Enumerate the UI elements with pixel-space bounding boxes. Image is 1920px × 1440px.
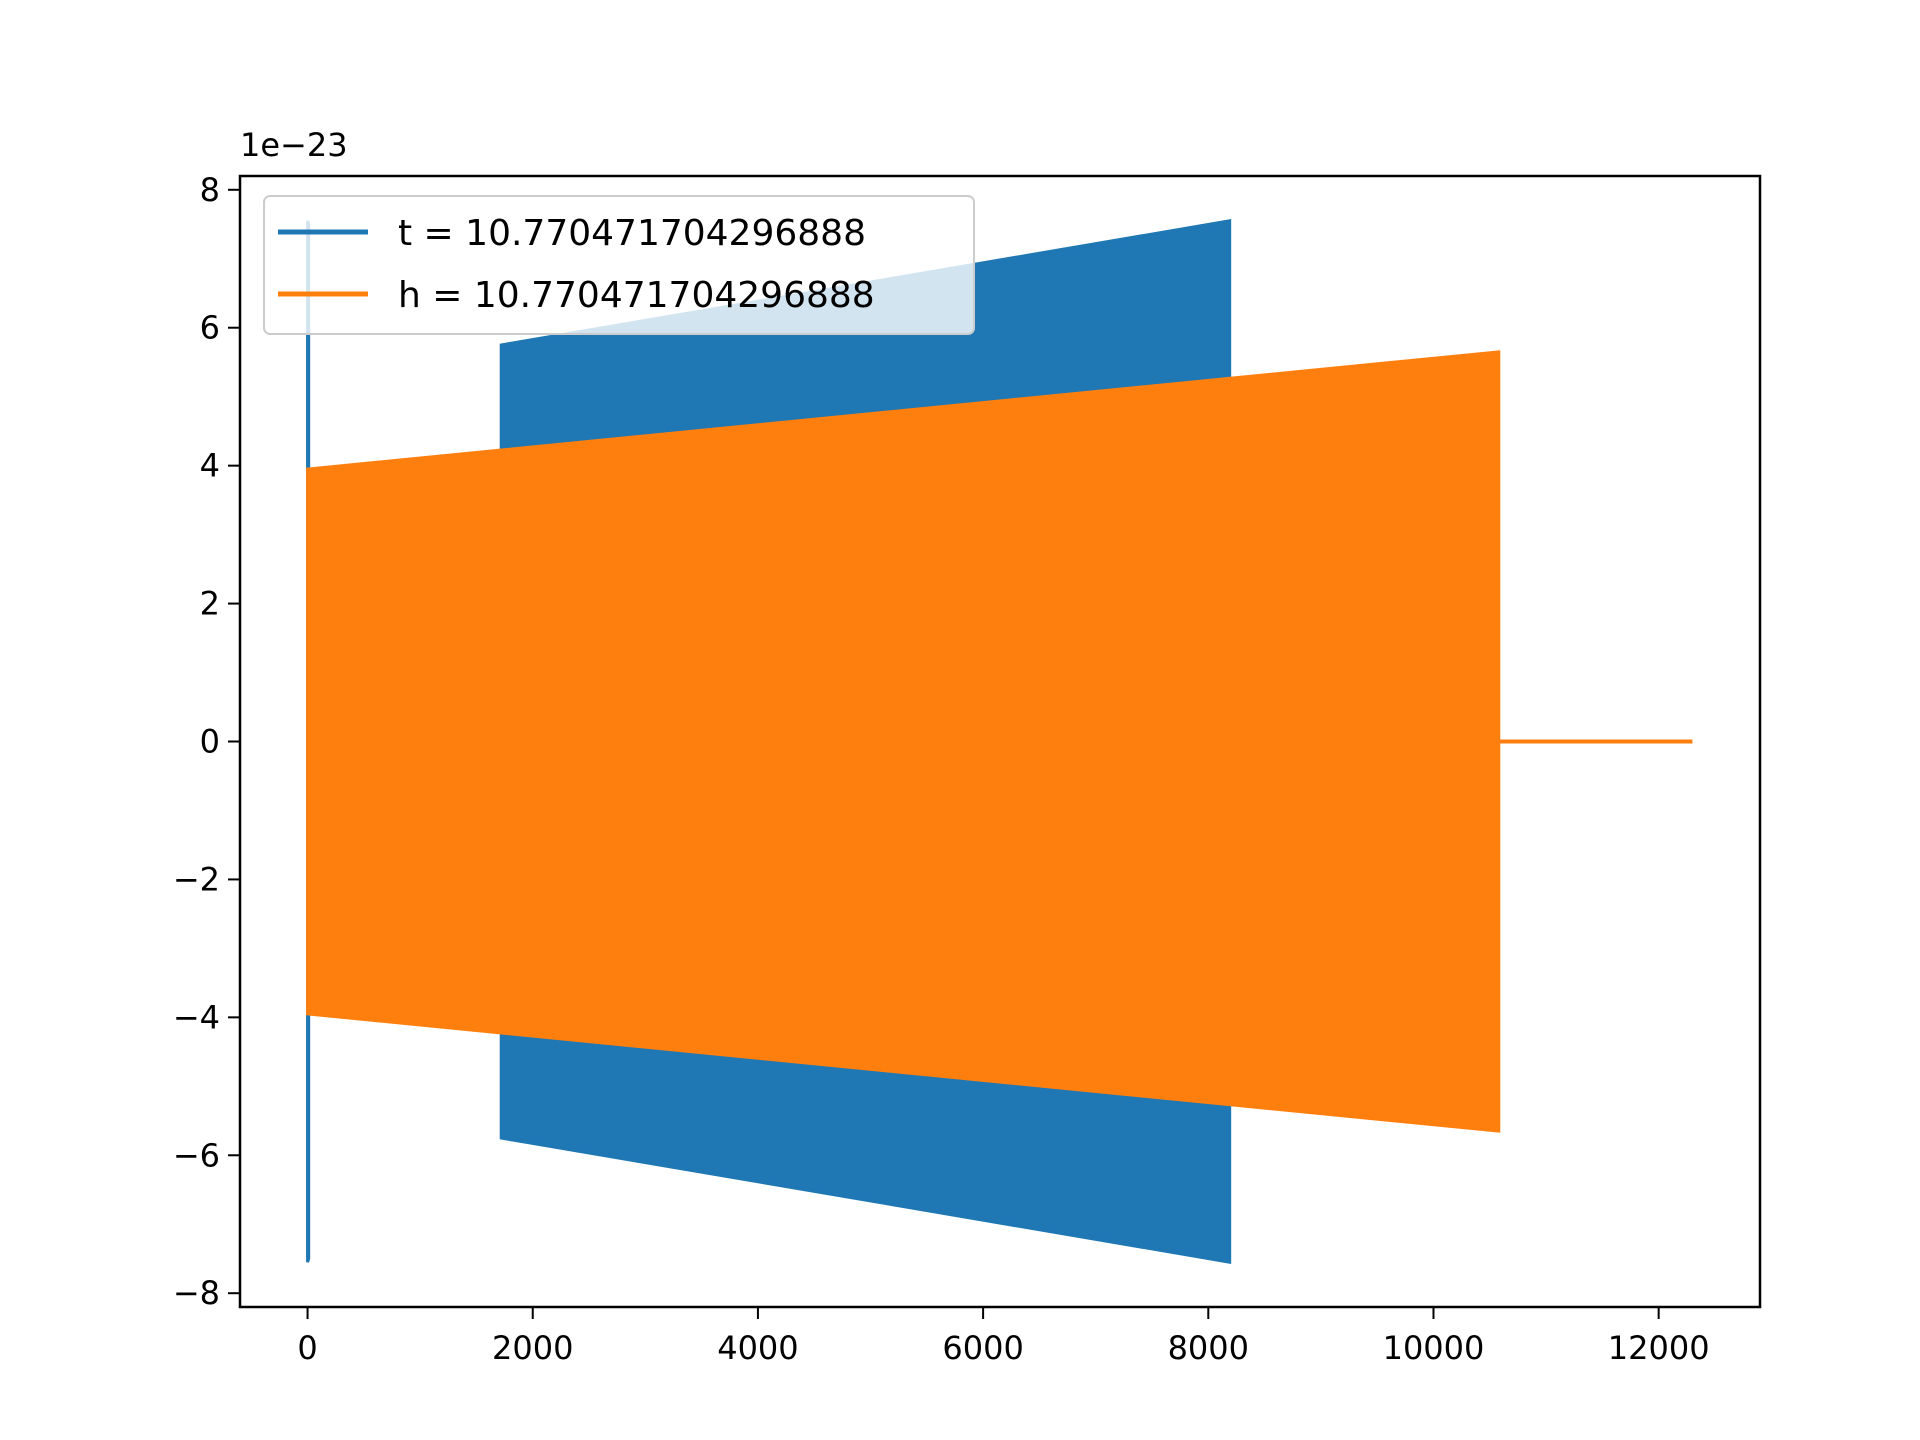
legend-label-2: h = 10.770471704296888 <box>398 275 875 316</box>
y-tick-label: −4 <box>173 998 220 1036</box>
y-tick-label: −6 <box>173 1136 220 1174</box>
y-tick-label: 6 <box>200 309 220 347</box>
x-tick-label: 4000 <box>717 1329 798 1367</box>
legend-label-1: t = 10.770471704296888 <box>398 213 866 254</box>
y-tick-label: 2 <box>200 585 220 623</box>
y-tick-label: −8 <box>173 1274 220 1312</box>
y-tick-label: −2 <box>173 860 220 898</box>
series-2-band-1 <box>306 350 1501 1133</box>
legend: t = 10.770471704296888 h = 10.77047170429… <box>263 195 975 335</box>
y-tick-label: 8 <box>200 171 220 209</box>
series-2 <box>306 350 1693 1133</box>
series-layer <box>306 219 1693 1264</box>
y-tick-label: 4 <box>200 447 220 485</box>
x-tick-label: 6000 <box>942 1329 1023 1367</box>
x-tick-label: 0 <box>297 1329 317 1367</box>
legend-box <box>263 195 975 335</box>
y-scale-label: 1e−23 <box>240 126 348 164</box>
y-tick-label: 0 <box>200 723 220 761</box>
x-tick-label: 12000 <box>1608 1329 1710 1367</box>
x-tick-label: 10000 <box>1383 1329 1485 1367</box>
x-tick-label: 2000 <box>492 1329 573 1367</box>
axes-layer: 0 2000 4000 6000 8000 10000 12000 −8 −6 −4 −2 0 2 4 6 8 <box>173 171 1710 1367</box>
x-tick-label: 8000 <box>1168 1329 1249 1367</box>
